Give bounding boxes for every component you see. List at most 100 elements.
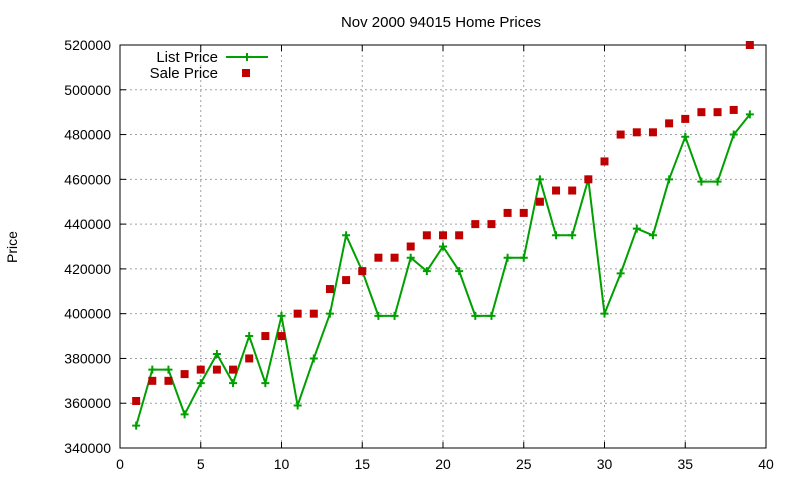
sale-price-point	[374, 253, 383, 262]
list-price-point	[342, 231, 351, 240]
list-price-point	[455, 267, 464, 276]
y-tick-label: 380000	[64, 350, 111, 366]
y-tick-label: 460000	[64, 171, 111, 187]
sale-price-point	[487, 220, 496, 229]
x-tick-label: 35	[677, 456, 693, 472]
list-price-point	[665, 175, 674, 184]
y-tick-label: 340000	[64, 440, 111, 456]
sale-price-point	[584, 175, 593, 184]
list-price-point	[616, 269, 625, 278]
sale-price-point	[325, 285, 334, 294]
sale-price-point	[471, 220, 480, 229]
list-price-point	[261, 379, 270, 388]
legend-square-marker	[242, 69, 250, 77]
sale-price-point	[229, 365, 238, 374]
x-tick-label: 15	[354, 456, 370, 472]
sale-price-point	[713, 108, 722, 117]
list-price-point	[132, 421, 141, 430]
sale-price-point	[406, 242, 415, 251]
sale-price-point	[503, 208, 512, 217]
list-price-point	[325, 309, 334, 318]
sale-price-point	[455, 231, 464, 240]
sale-price-point	[196, 365, 205, 374]
list-price-point	[503, 253, 512, 262]
x-tick-label: 5	[197, 456, 205, 472]
y-tick-label: 360000	[64, 395, 111, 411]
sale-price-point	[309, 309, 318, 318]
sale-price-point	[745, 41, 754, 49]
x-tick-label: 40	[758, 456, 774, 472]
list-price-point	[148, 365, 157, 374]
y-tick-label: 480000	[64, 127, 111, 143]
list-price-point	[164, 365, 173, 374]
list-price-point	[277, 311, 286, 320]
sale-price-point	[600, 157, 609, 166]
sale-price-point	[519, 208, 528, 217]
sale-price-point	[358, 267, 367, 276]
list-price-point	[487, 311, 496, 320]
sale-price-point	[568, 186, 577, 195]
sale-price-point	[390, 253, 399, 262]
list-price-point	[552, 231, 561, 240]
sale-price-point	[180, 370, 189, 379]
sale-price-point	[729, 105, 738, 114]
list-price-point	[245, 332, 254, 341]
y-tick-label: 520000	[64, 37, 111, 53]
list-price-point	[196, 379, 205, 388]
legend-label: Sale Price	[150, 65, 218, 82]
list-price-point	[374, 311, 383, 320]
sale-price-point	[148, 376, 157, 385]
legend-label: List Price	[156, 49, 218, 66]
list-price-point	[729, 130, 738, 139]
sale-price-point	[245, 354, 254, 363]
sale-price-point	[697, 108, 706, 117]
sale-price-point	[132, 396, 141, 405]
sale-price-point	[648, 128, 657, 137]
sale-price-point	[277, 332, 286, 341]
list-price-point	[632, 224, 641, 233]
sale-price-point	[293, 309, 302, 318]
x-tick-label: 30	[597, 456, 613, 472]
sale-price-point	[632, 128, 641, 137]
sale-price-point	[261, 332, 270, 341]
y-tick-label: 500000	[64, 82, 111, 98]
y-tick-label: 400000	[64, 306, 111, 322]
sale-price-point	[616, 130, 625, 139]
list-price-point	[648, 231, 657, 240]
list-price-point	[519, 253, 528, 262]
sale-price-point	[164, 376, 173, 385]
list-price-point	[180, 410, 189, 419]
x-tick-label: 10	[274, 456, 290, 472]
list-price-point	[681, 132, 690, 141]
list-price-point	[745, 110, 754, 119]
list-price-point	[229, 379, 238, 388]
sale-price-point	[342, 276, 351, 285]
legend-plus-marker	[243, 53, 251, 61]
y-axis-label: Price	[4, 231, 20, 263]
list-price-point	[390, 311, 399, 320]
series-2	[132, 41, 754, 405]
list-price-point	[697, 177, 706, 186]
ticks: 340000 360000 380000 400000 420000 440000 4600…	[64, 37, 774, 472]
sale-price-point	[422, 231, 431, 240]
chart-title: Nov 2000 94015 Home Prices	[341, 14, 541, 31]
list-price-point	[212, 349, 221, 358]
list-price-point	[568, 231, 577, 240]
y-tick-label: 440000	[64, 216, 111, 232]
sale-price-point	[212, 365, 221, 374]
sale-price-point	[681, 114, 690, 123]
list-price-point	[600, 309, 609, 318]
list-price-point	[406, 253, 415, 262]
series-layer	[132, 41, 754, 430]
sale-price-point	[439, 231, 447, 240]
x-tick-label: 20	[435, 456, 451, 472]
list-price-point	[422, 267, 431, 276]
list-price-point	[439, 242, 447, 251]
x-tick-label: 0	[116, 456, 124, 472]
x-tick-label: 25	[516, 456, 532, 472]
y-tick-label: 420000	[64, 261, 111, 277]
sale-price-point	[552, 186, 561, 195]
list-price-point	[309, 354, 318, 363]
list-price-point	[713, 177, 722, 186]
